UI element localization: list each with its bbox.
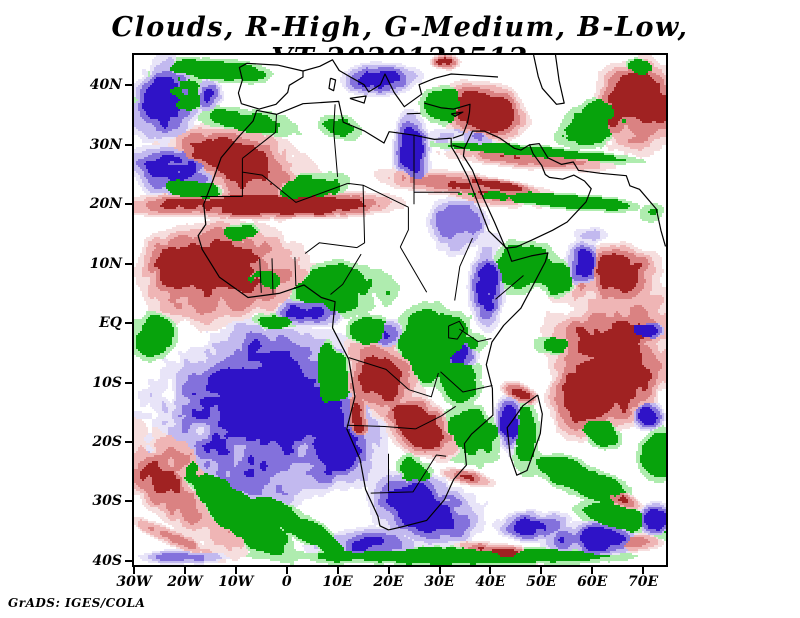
lat-tick-label: 20S bbox=[92, 434, 122, 450]
lon-tick-label: 60E bbox=[577, 574, 608, 590]
lat-tick-mark bbox=[125, 322, 132, 325]
map-plot-frame bbox=[132, 53, 668, 567]
lon-tick-mark bbox=[133, 567, 135, 574]
lat-tick-mark bbox=[125, 84, 132, 87]
coastline-path bbox=[349, 95, 367, 104]
country-border-path bbox=[347, 182, 409, 208]
coastline-path bbox=[302, 59, 499, 108]
lat-tick-label: 30N bbox=[89, 136, 122, 153]
lat-tick-mark bbox=[125, 559, 132, 562]
country-border-path bbox=[348, 357, 410, 391]
coastline-path bbox=[406, 112, 421, 115]
lon-tick-label: 50E bbox=[526, 574, 557, 590]
lat-tick-mark bbox=[125, 441, 132, 443]
cloud-raster bbox=[134, 55, 666, 565]
lat-tick-mark bbox=[125, 262, 132, 265]
lat-tick-mark bbox=[125, 203, 132, 206]
lat-tick-label: 30S bbox=[92, 493, 122, 510]
coastline-path bbox=[237, 62, 304, 110]
lon-tick-mark bbox=[387, 567, 390, 574]
country-border-path bbox=[242, 114, 277, 159]
country-border-path bbox=[370, 454, 447, 494]
country-border-path bbox=[259, 258, 262, 293]
lon-tick-mark bbox=[234, 567, 237, 574]
country-border-path bbox=[346, 424, 416, 430]
country-border-path bbox=[242, 171, 348, 203]
coastline-overlay bbox=[197, 55, 666, 531]
country-border-path bbox=[356, 185, 366, 249]
lon-tick-label: 30W bbox=[116, 574, 152, 590]
lon-tick-mark bbox=[591, 567, 594, 574]
lon-tick-label: 20E bbox=[373, 574, 404, 590]
lon-tick-label: 30E bbox=[424, 574, 455, 590]
lon-tick-label: 20W bbox=[167, 574, 203, 590]
lon-tick-label: 70E bbox=[628, 574, 659, 590]
lon-tick-mark bbox=[540, 567, 543, 574]
country-border-path bbox=[408, 372, 439, 398]
lon-tick-label: 0 bbox=[281, 574, 292, 590]
lat-tick-label: EQ bbox=[99, 315, 122, 332]
country-border-path bbox=[304, 242, 358, 254]
lon-tick-mark bbox=[642, 567, 645, 574]
country-border-path bbox=[271, 258, 274, 294]
lon-tick-mark bbox=[183, 567, 186, 574]
lon-tick-label: 10W bbox=[218, 574, 254, 590]
grads-credit: GrADS: IGES/COLA bbox=[8, 596, 146, 610]
coastline-path bbox=[452, 130, 592, 249]
country-border-path bbox=[440, 371, 493, 393]
lon-tick-mark bbox=[285, 567, 288, 574]
lon-tick-label: 40E bbox=[475, 574, 506, 590]
country-border-path bbox=[448, 320, 465, 340]
coastline-path bbox=[533, 55, 565, 105]
country-border-path bbox=[495, 275, 524, 300]
lon-tick-label: 10E bbox=[322, 574, 353, 590]
country-border-path bbox=[399, 207, 409, 248]
coastline-path bbox=[529, 142, 666, 247]
lon-tick-mark bbox=[438, 567, 441, 574]
lat-tick-mark bbox=[125, 143, 132, 146]
lat-tick-label: 20N bbox=[89, 196, 122, 213]
country-border-path bbox=[454, 237, 473, 301]
lon-tick-mark bbox=[489, 567, 492, 574]
coastline-path bbox=[450, 111, 464, 117]
country-border-path bbox=[294, 257, 297, 287]
country-border-path bbox=[200, 158, 243, 197]
coastline-path bbox=[506, 394, 543, 476]
coastline-path bbox=[328, 77, 337, 92]
coastline-path bbox=[424, 102, 471, 139]
lat-tick-label: 10S bbox=[92, 374, 122, 391]
lat-tick-label: 40S bbox=[92, 552, 122, 569]
lat-tick-label: 40N bbox=[89, 77, 122, 94]
lat-tick-mark bbox=[125, 381, 132, 384]
country-border-path bbox=[399, 246, 428, 293]
lon-tick-mark bbox=[336, 567, 339, 574]
lat-tick-label: 10N bbox=[89, 255, 122, 272]
coastline-path bbox=[197, 100, 549, 531]
lat-tick-mark bbox=[125, 500, 132, 503]
country-border-path bbox=[330, 253, 362, 295]
country-border-path bbox=[415, 405, 456, 430]
country-border-path bbox=[459, 328, 492, 342]
country-border-path bbox=[333, 104, 339, 177]
